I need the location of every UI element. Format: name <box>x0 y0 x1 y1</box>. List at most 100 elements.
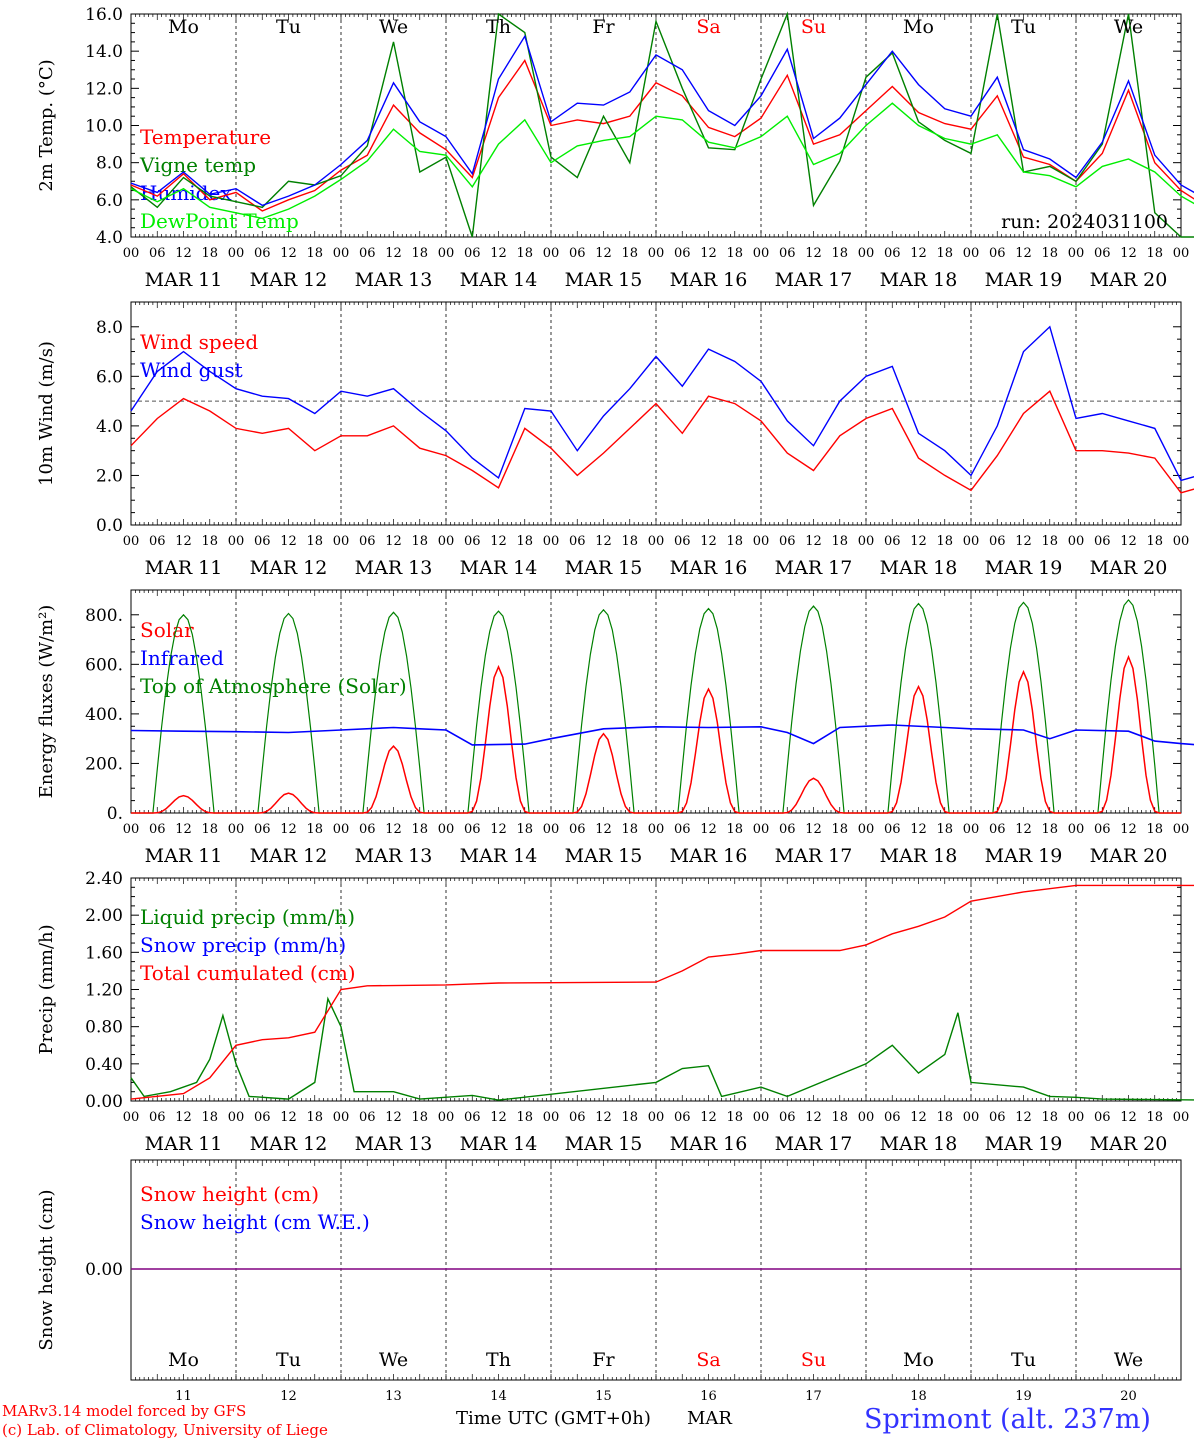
y-tick-label: 200. <box>85 754 123 774</box>
hour-tick-label: 12 <box>700 822 717 837</box>
hour-tick-label: 00 <box>333 1110 350 1125</box>
hour-tick-label: 00 <box>228 822 245 837</box>
hour-tick-label: 00 <box>333 534 350 549</box>
hour-tick-label: 00 <box>963 822 980 837</box>
hour-tick-label: 00 <box>543 246 560 261</box>
date-label: MAR 16 <box>670 845 748 867</box>
series-line-solar <box>131 654 1181 814</box>
y-axis-label: 10m Wind (m/s) <box>36 341 57 486</box>
weekday-label-bottom: Tu <box>276 1349 301 1371</box>
hour-tick-label: 12 <box>385 246 402 261</box>
hour-tick-label: 18 <box>621 822 638 837</box>
hour-tick-label: 12 <box>700 534 717 549</box>
hour-tick-label: 12 <box>175 1110 192 1125</box>
date-label: MAR 18 <box>880 269 958 291</box>
hour-tick-label: 00 <box>648 1110 665 1125</box>
legend-entry: Wind speed <box>140 330 258 354</box>
hour-tick-label: 12 <box>595 822 612 837</box>
date-label: MAR 13 <box>355 1133 433 1155</box>
hour-tick-label: 00 <box>1173 822 1190 837</box>
hour-tick-label: 18 <box>306 822 323 837</box>
hour-tick-label: 06 <box>884 246 901 261</box>
day-number-label: 14 <box>490 1389 507 1404</box>
hour-tick-label: 12 <box>385 1110 402 1125</box>
hour-tick-label: 06 <box>779 534 796 549</box>
hour-tick-label: 12 <box>805 534 822 549</box>
day-number-label: 20 <box>1120 1389 1137 1404</box>
run-label: run: 2024031100 <box>1001 211 1168 233</box>
date-label: MAR 12 <box>250 845 328 867</box>
weekday-label-top: Fr <box>592 16 615 38</box>
hour-tick-label: 00 <box>438 822 455 837</box>
date-label: MAR 15 <box>565 269 643 291</box>
hour-tick-label: 00 <box>123 822 140 837</box>
y-tick-label: 8.0 <box>96 154 123 174</box>
hour-tick-label: 12 <box>700 246 717 261</box>
y-tick-label: 400. <box>85 705 123 725</box>
legend-entry: Snow height (cm W.E.) <box>140 1210 370 1234</box>
legend-entry: Wind gust <box>140 358 243 382</box>
hour-tick-label: 00 <box>228 534 245 549</box>
hour-tick-label: 18 <box>726 822 743 837</box>
weekday-label-top: Sa <box>696 16 720 38</box>
day-number-label: 18 <box>910 1389 927 1404</box>
hour-tick-label: 06 <box>149 246 166 261</box>
hour-tick-label: 00 <box>753 246 770 261</box>
y-tick-label: 6.0 <box>96 191 123 211</box>
weekday-label-bottom: Th <box>486 1349 511 1371</box>
hour-tick-label: 06 <box>254 246 271 261</box>
panel-3: 0. 200. 400. 600. 800. Energy fluxes (W/m²) 00… <box>36 589 1194 867</box>
hour-tick-label: 12 <box>1120 246 1137 261</box>
hour-tick-label: 18 <box>726 1110 743 1125</box>
hour-tick-label: 12 <box>1015 1110 1032 1125</box>
hour-tick-label: 06 <box>989 1110 1006 1125</box>
legend-entry: Top of Atmosphere (Solar) <box>140 674 407 698</box>
hour-tick-label: 12 <box>700 1110 717 1125</box>
weekday-label-bottom: We <box>1114 1349 1143 1371</box>
hour-tick-label: 06 <box>359 534 376 549</box>
hour-tick-label: 12 <box>280 534 297 549</box>
hour-tick-label: 06 <box>464 534 481 549</box>
legend-entry: DewPoint Temp <box>140 209 299 233</box>
hour-tick-label: 18 <box>411 822 428 837</box>
hour-tick-label: 06 <box>989 246 1006 261</box>
xaxis-title: Time UTC (GMT+0h) <box>456 1408 651 1429</box>
xaxis-month: MAR <box>687 1408 732 1429</box>
hour-tick-label: 18 <box>1146 822 1163 837</box>
y-tick-label: 6.0 <box>96 367 123 387</box>
hour-tick-label: 00 <box>228 1110 245 1125</box>
hour-tick-label: 06 <box>254 534 271 549</box>
date-label: MAR 13 <box>355 845 433 867</box>
y-tick-label: 1.60 <box>85 943 123 963</box>
hour-tick-label: 00 <box>438 1110 455 1125</box>
date-label: MAR 19 <box>985 845 1063 867</box>
hour-tick-label: 12 <box>1015 822 1032 837</box>
hour-tick-label: 12 <box>385 822 402 837</box>
series-line <box>130 996 1194 1101</box>
date-label: MAR 20 <box>1090 845 1168 867</box>
hour-tick-label: 06 <box>149 1110 166 1125</box>
panel-5: 0.00 Snow height (cm) Snow height (cm) Snow… <box>36 1159 1182 1381</box>
hour-tick-label: 18 <box>936 246 953 261</box>
hour-tick-label: 06 <box>1094 1110 1111 1125</box>
date-label: MAR 16 <box>670 557 748 579</box>
hour-tick-label: 18 <box>726 534 743 549</box>
y-tick-label: 16.0 <box>85 5 123 25</box>
y-axis-label: Energy fluxes (W/m²) <box>36 605 57 799</box>
series-line <box>130 59 1194 212</box>
y-tick-label: 10.0 <box>85 117 123 137</box>
y-axis-label: Precip (mm/h) <box>36 924 57 1054</box>
hour-tick-label: 00 <box>123 1110 140 1125</box>
hour-tick-label: 12 <box>490 1110 507 1125</box>
date-label: MAR 14 <box>460 1133 538 1155</box>
weekday-label-top: Tu <box>276 16 301 38</box>
weekday-label-bottom: Mo <box>903 1349 934 1371</box>
date-label: MAR 17 <box>775 269 853 291</box>
hour-tick-label: 18 <box>306 534 323 549</box>
y-tick-label: 2.0 <box>96 466 123 486</box>
hour-tick-label: 00 <box>1068 1110 1085 1125</box>
day-number-label: 17 <box>805 1389 822 1404</box>
hour-tick-label: 00 <box>543 1110 560 1125</box>
date-label: MAR 15 <box>565 845 643 867</box>
